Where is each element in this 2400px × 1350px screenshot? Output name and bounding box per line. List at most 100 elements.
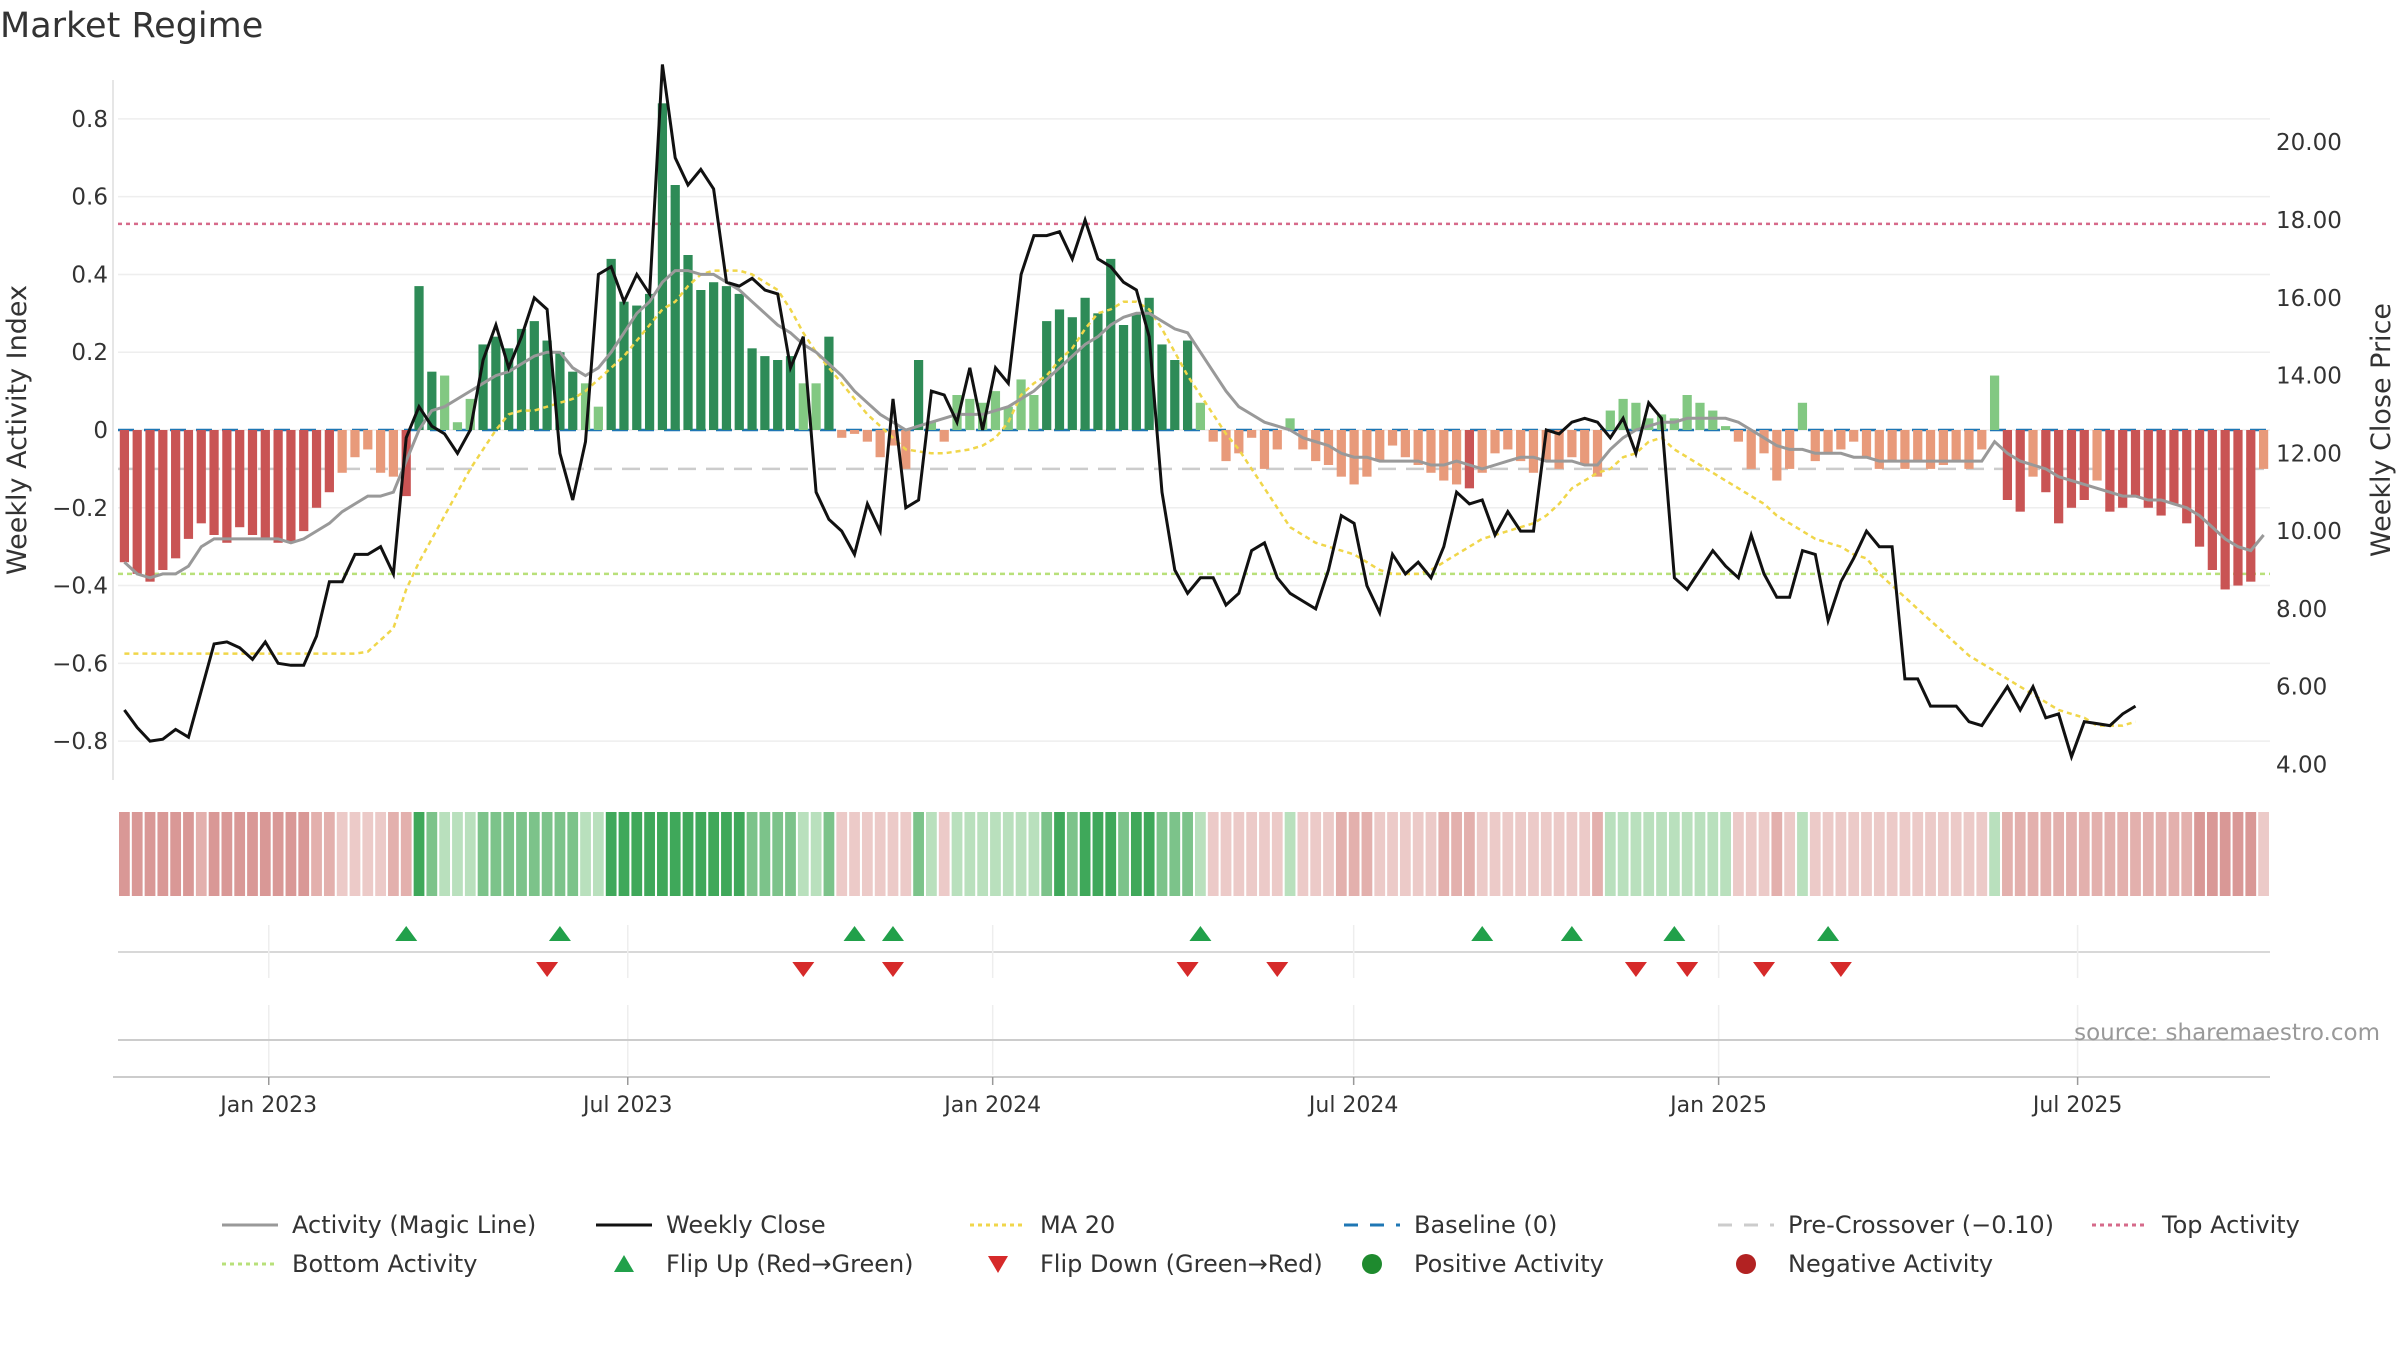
regime-strip-cell xyxy=(1592,812,1603,896)
regime-strip-cell xyxy=(195,812,207,896)
regime-strip-cell xyxy=(208,812,220,896)
activity-bar xyxy=(913,360,924,430)
regime-strip-cell xyxy=(323,812,335,896)
legend-swatch xyxy=(988,1256,1008,1273)
regime-strip-cell xyxy=(1348,812,1360,896)
legend-swatch xyxy=(614,1255,634,1272)
legend-label: Top Activity xyxy=(2161,1211,2300,1239)
activity-bar xyxy=(978,402,988,430)
regime-strip-cell xyxy=(1643,812,1655,896)
activity-bar xyxy=(2092,430,2102,481)
activity-bar xyxy=(1234,430,1244,454)
regime-strip-cell xyxy=(887,812,899,896)
regime-strip-cell xyxy=(298,812,310,896)
regime-strip-cell xyxy=(2181,812,2193,896)
legend-label: MA 20 xyxy=(1040,1211,1115,1239)
regime-strip-cell xyxy=(2258,812,2269,896)
regime-strip-cell xyxy=(2027,812,2039,896)
activity-bar xyxy=(2118,430,2128,508)
activity-bar xyxy=(1259,430,1270,469)
activity-bar xyxy=(862,430,872,442)
regime-strip-cell xyxy=(836,812,848,896)
regime-strip-cell xyxy=(1540,812,1552,896)
regime-strip-cell xyxy=(1169,812,1181,896)
regime-strip-cell xyxy=(1553,812,1565,896)
page-title: Market Regime xyxy=(0,6,264,46)
flip-down-marker xyxy=(1753,962,1776,977)
activity-bar xyxy=(2028,430,2038,477)
activity-bar xyxy=(1029,395,1039,430)
legend-label: Weekly Close xyxy=(666,1211,826,1239)
activity-bar xyxy=(2066,430,2077,508)
activity-bar xyxy=(555,352,565,430)
activity-bar xyxy=(465,398,475,430)
regime-strip-cell xyxy=(1361,812,1373,896)
regime-strip-cell xyxy=(1668,812,1680,896)
x-tick-label: Jan 2023 xyxy=(218,1093,317,1118)
activity-bar xyxy=(644,293,655,430)
regime-strip-cell xyxy=(1745,812,1757,896)
regime-strip-cell xyxy=(618,812,630,896)
regime-strip-cell xyxy=(644,812,655,896)
regime-strip-cell xyxy=(1259,812,1270,896)
right-tick-label: 10.00 xyxy=(2276,519,2342,545)
activity-bar xyxy=(773,360,783,430)
activity-bar xyxy=(1925,430,1936,469)
activity-bar xyxy=(1644,418,1654,430)
legend-item: Positive Activity xyxy=(1362,1250,1604,1278)
regime-strip-cell xyxy=(1335,812,1347,896)
regime-strip-cell xyxy=(1105,812,1117,896)
regime-strip-cell xyxy=(1156,812,1168,896)
legend-item: Negative Activity xyxy=(1736,1250,1993,1278)
regime-strip-cell xyxy=(1733,812,1744,896)
regime-strip-cell xyxy=(170,812,182,896)
regime-strip-cell xyxy=(900,812,912,896)
legend-item: Flip Down (Green→Red) xyxy=(988,1250,1323,1278)
activity-bar xyxy=(1913,430,1923,462)
regime-strip-cell xyxy=(1489,812,1501,896)
regime-strip-cell xyxy=(1284,812,1296,896)
activity-bar xyxy=(1426,430,1436,473)
activity-bar xyxy=(1554,430,1564,469)
regime-strip-cell xyxy=(849,812,860,896)
ma20-line xyxy=(124,269,2136,727)
activity-bar xyxy=(427,371,437,430)
regime-strip-cell xyxy=(1143,812,1155,896)
regime-strip-cell xyxy=(605,812,617,896)
activity-bar xyxy=(516,328,527,430)
activity-bar xyxy=(222,430,232,543)
legend-label: Flip Up (Red→Green) xyxy=(666,1250,914,1278)
activity-bar xyxy=(1977,430,1987,450)
activity-bar xyxy=(1182,340,1193,430)
flip-down-marker xyxy=(1176,962,1199,977)
activity-bar xyxy=(337,430,347,473)
activity-bar xyxy=(158,430,168,570)
regime-strip-cell xyxy=(669,812,681,896)
regime-strip-cell xyxy=(1271,812,1283,896)
activity-bar xyxy=(670,185,680,430)
activity-bar xyxy=(1375,430,1385,462)
activity-bar xyxy=(1144,297,1154,430)
activity-bar xyxy=(1195,402,1206,430)
activity-bar xyxy=(1067,317,1077,430)
legend-item: Flip Up (Red→Green) xyxy=(614,1250,914,1278)
regime-strip-cell xyxy=(772,812,784,896)
x-tick-label: Jul 2024 xyxy=(1307,1093,1399,1118)
activity-bar xyxy=(1797,402,1808,430)
activity-bars xyxy=(119,103,2269,590)
activity-bar xyxy=(1503,430,1513,450)
activity-bar xyxy=(593,406,603,430)
regime-strip-cell xyxy=(311,812,322,896)
activity-bar xyxy=(1708,410,1718,430)
regime-strip-cell xyxy=(336,812,348,896)
regime-strip-cell xyxy=(1054,812,1065,896)
regime-strip-cell xyxy=(541,812,553,896)
regime-strip-cell xyxy=(797,812,809,896)
regime-strip-cell xyxy=(1118,812,1129,896)
regime-strip-cell xyxy=(413,812,425,896)
series-lines xyxy=(123,64,2265,762)
activity-bar xyxy=(926,422,937,430)
activity-bar xyxy=(1580,430,1590,465)
regime-strip-cell xyxy=(695,812,707,896)
